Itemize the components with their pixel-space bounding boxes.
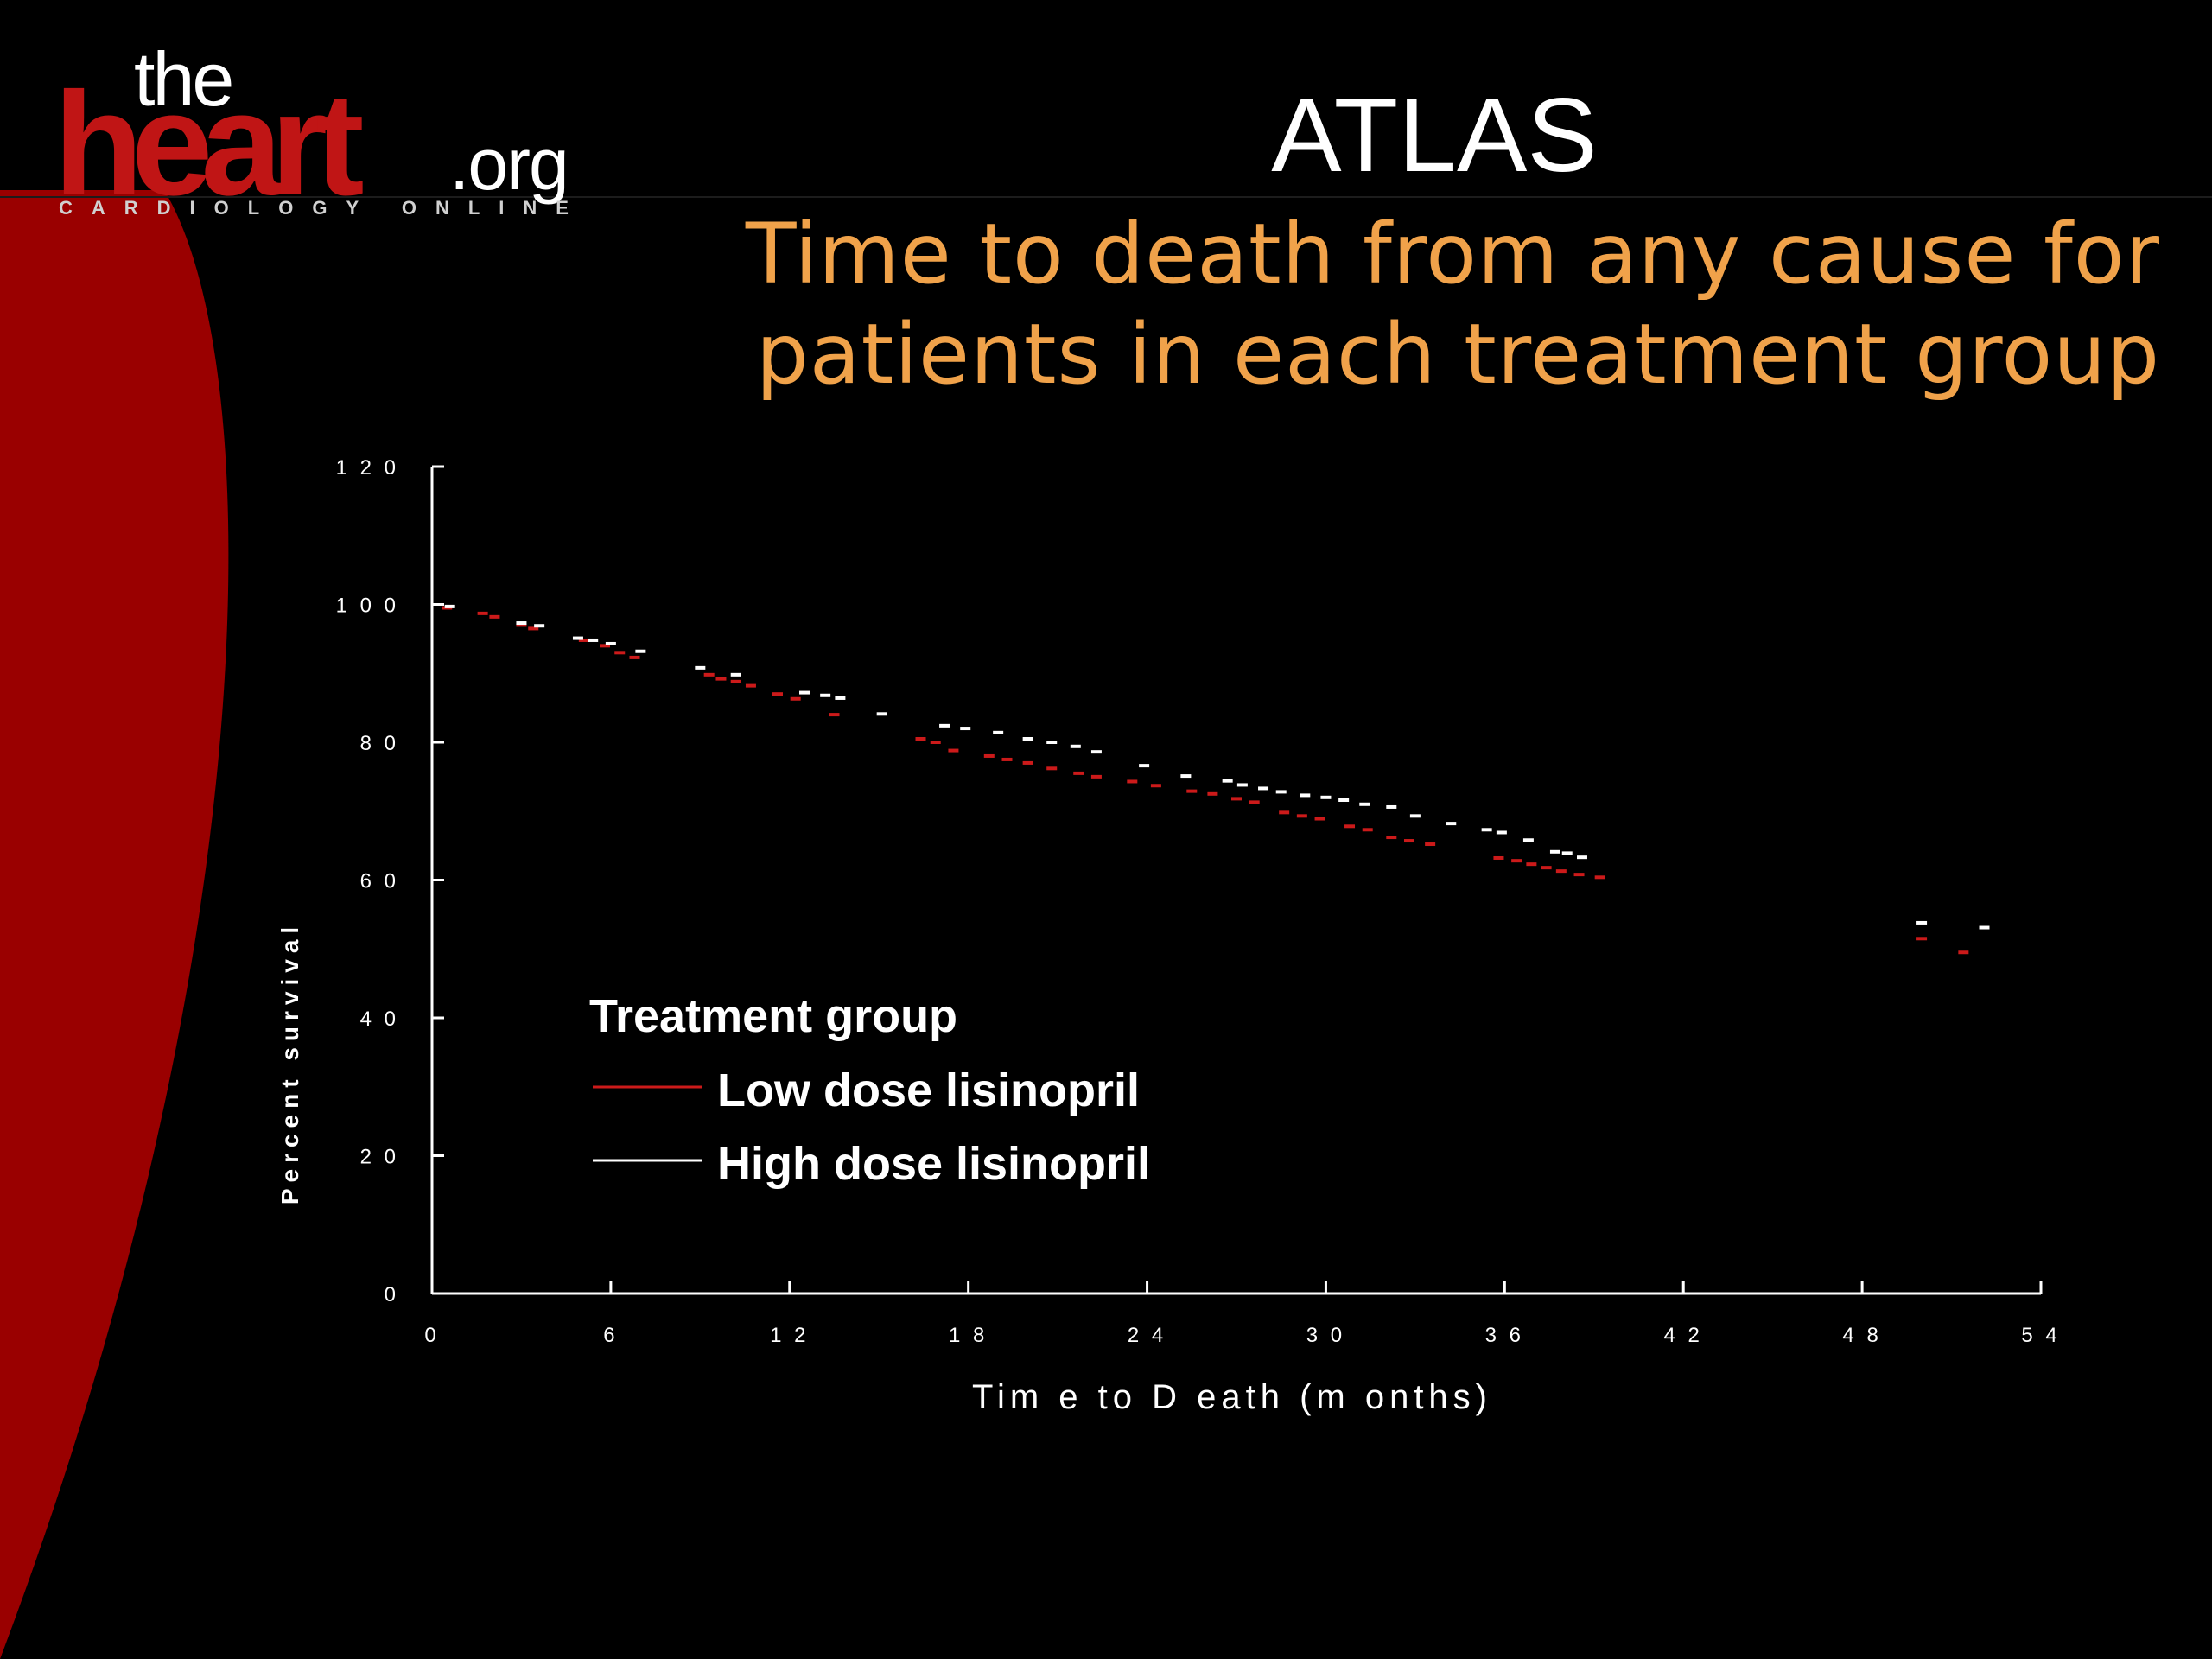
red-arc-decoration bbox=[0, 190, 229, 1659]
x-tick-label: 2 4 bbox=[1128, 1324, 1166, 1347]
y-tick-label: 8 0 bbox=[360, 732, 399, 755]
x-tick-label: 0 bbox=[424, 1324, 439, 1347]
y-tick-label: 4 0 bbox=[360, 1007, 399, 1031]
series-high-dose bbox=[444, 604, 1990, 930]
logo-the-text: the bbox=[134, 36, 234, 122]
chart-axes: 0 2 0 4 0 6 0 8 0 1 0 0 1 2 0 0 6 1 2 1 8 2 4 3 0 3 6… bbox=[336, 456, 2060, 1347]
slide-subtitle-line-1: Time to death from any cause for bbox=[745, 206, 2160, 302]
y-tick-label: 6 0 bbox=[360, 870, 399, 893]
logo-heart-text: heart bbox=[54, 62, 365, 226]
legend-label-high-dose: High dose lisinopril bbox=[717, 1138, 1150, 1190]
x-tick-label: 1 2 bbox=[770, 1324, 809, 1347]
y-tick-label: 2 0 bbox=[360, 1146, 399, 1169]
slide-subtitle-line-2: patients in each treatment group bbox=[755, 306, 2160, 403]
chart-legend: Treatment group Low dose lisinopril High… bbox=[589, 990, 1150, 1190]
y-tick-label: 1 0 0 bbox=[336, 594, 399, 618]
logo-org-text: .org bbox=[449, 124, 569, 205]
x-tick-label: 5 4 bbox=[2021, 1324, 2060, 1347]
x-tick-label: 4 2 bbox=[1664, 1324, 1703, 1347]
x-axis-label: Tim e to D eath (m onths) bbox=[972, 1378, 1492, 1416]
y-tick-label: 1 2 0 bbox=[336, 456, 399, 480]
y-tick-label: 0 bbox=[385, 1283, 399, 1306]
legend-label-low-dose: Low dose lisinopril bbox=[717, 1065, 1140, 1116]
slide-title: ATLAS bbox=[1271, 76, 1598, 194]
y-axis-label: Percent survival bbox=[276, 921, 303, 1205]
x-tick-label: 6 bbox=[603, 1324, 618, 1347]
x-tick-label: 4 8 bbox=[1842, 1324, 1881, 1347]
x-tick-label: 1 8 bbox=[949, 1324, 988, 1347]
x-tick-label: 3 6 bbox=[1485, 1324, 1524, 1347]
chart-marks bbox=[442, 604, 1990, 955]
series-low-dose bbox=[442, 606, 1969, 955]
logo-tagline: CARDIOLOGY ONLINE bbox=[59, 197, 588, 219]
x-tick-label: 3 0 bbox=[1306, 1324, 1345, 1347]
legend-title: Treatment group bbox=[589, 990, 957, 1042]
